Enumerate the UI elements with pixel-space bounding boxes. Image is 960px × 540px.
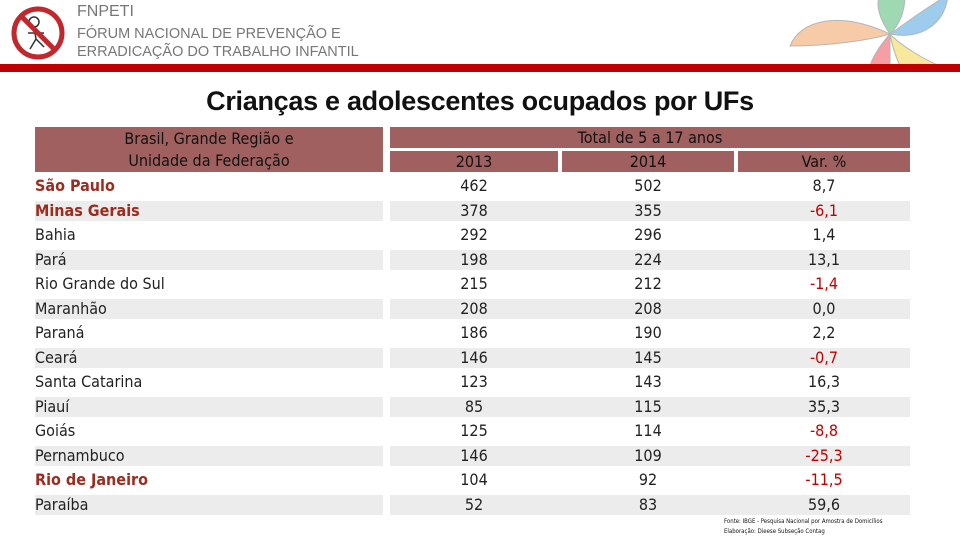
table-row: Santa Catarina 123 143 16,3 [35, 371, 910, 393]
value-var: -8,8 [809, 421, 839, 440]
value-var: -6,1 [809, 200, 839, 220]
org-acronym: FNPETI [77, 3, 134, 20]
row-name: São Paulo [35, 176, 115, 195]
page-title: Crianças e adolescentes ocupados por UFs [206, 86, 754, 116]
row-name: Piauí [35, 396, 70, 416]
value-var: 59,6 [807, 494, 841, 514]
value-2014: 114 [634, 421, 662, 440]
value-var: 2,2 [812, 323, 836, 342]
table-row: Paraná 186 190 2,2 [35, 322, 910, 344]
table-row: Maranhão 208 208 0,0 [35, 298, 910, 320]
org-name-line1: FÓRUM NACIONAL DE PREVENÇÃO E [77, 26, 341, 42]
row-name: Pernambuco [35, 445, 125, 465]
value-var: 35,3 [807, 396, 841, 416]
value-2013: 123 [460, 372, 488, 391]
value-2014: 83 [638, 494, 658, 514]
value-2014: 145 [634, 347, 662, 367]
source-line: Fonte: IBGE - Pesquisa Nacional por Amos… [724, 518, 883, 525]
table-row: Paraíba 52 83 59,6 [35, 494, 910, 516]
row-name: Goiás [35, 421, 76, 440]
column-header-region: Brasil, Grande Região e Unidade da Feder… [35, 127, 383, 172]
row-name: Rio Grande do Sul [35, 274, 165, 293]
column-header-2014: 2014 [562, 151, 734, 172]
table-row: Pará 198 224 13,1 [35, 249, 910, 271]
column-header-2013: 2013 [390, 151, 558, 172]
value-var: 16,3 [807, 372, 841, 391]
value-2013: 208 [460, 298, 488, 318]
value-2014: 190 [634, 323, 662, 342]
row-name: Maranhão [35, 298, 107, 318]
value-2014: 224 [634, 249, 662, 269]
table-row: Minas Gerais 378 355 -6,1 [35, 200, 910, 222]
value-2013: 378 [460, 200, 488, 220]
org-name-line2: ERRADICAÇÃO DO TRABALHO INFANTIL [77, 44, 359, 60]
value-2014: 208 [634, 298, 662, 318]
value-2014: 296 [634, 225, 662, 244]
value-2013: 186 [460, 323, 488, 342]
row-name: Ceará [35, 347, 78, 367]
value-2014: 212 [634, 274, 662, 293]
span-header: Total de 5 a 17 anos [390, 127, 910, 148]
value-2013: 215 [460, 274, 488, 293]
value-var: 13,1 [807, 249, 841, 269]
value-2013: 104 [460, 470, 488, 489]
value-2013: 198 [460, 249, 488, 269]
row-name: Santa Catarina [35, 372, 143, 391]
table-row: Rio Grande do Sul 215 212 -1,4 [35, 273, 910, 295]
value-2013: 52 [464, 494, 484, 514]
pinwheel-logo-icon [789, 0, 948, 66]
value-2013: 125 [460, 421, 488, 440]
value-var: 0,0 [812, 298, 836, 318]
row-name: Paraná [35, 323, 85, 342]
value-var: -25,3 [805, 445, 843, 465]
header-divider [0, 64, 960, 72]
row-name: Rio de Janeiro [35, 470, 148, 489]
table-row: Ceará 146 145 -0,7 [35, 347, 910, 369]
row-name: Paraíba [35, 494, 89, 514]
value-var: 8,7 [812, 176, 836, 195]
value-2014: 109 [634, 445, 662, 465]
value-2013: 146 [460, 347, 488, 367]
table-row: Bahia 292 296 1,4 [35, 224, 910, 246]
row-name: Bahia [35, 225, 76, 244]
value-var: 1,4 [812, 225, 836, 244]
value-2013: 292 [460, 225, 488, 244]
value-2014: 502 [634, 176, 662, 195]
credit-line: Elaboração: Dieese Subseção Contag [724, 528, 825, 535]
value-var: -11,5 [805, 470, 843, 489]
table-row: Rio de Janeiro 104 92 -11,5 [35, 469, 910, 491]
table-row: São Paulo 462 502 8,7 [35, 175, 910, 197]
value-2014: 355 [634, 200, 662, 220]
column-header-region-line2: Unidade da Federação [128, 151, 290, 170]
table-row: Pernambuco 146 109 -25,3 [35, 445, 910, 467]
column-header-region-line1: Brasil, Grande Região e [124, 129, 294, 148]
table-row: Piauí 85 115 35,3 [35, 396, 910, 418]
value-2014: 143 [634, 372, 662, 391]
value-2013: 85 [464, 396, 484, 416]
value-var: -1,4 [809, 274, 839, 293]
value-var: -0,7 [809, 347, 839, 367]
no-child-labor-logo-icon [11, 6, 65, 60]
row-name: Pará [35, 249, 67, 269]
value-2013: 462 [460, 176, 488, 195]
value-2013: 146 [460, 445, 488, 465]
org-name: FÓRUM NACIONAL DE PREVENÇÃO E ERRADICAÇÃ… [77, 25, 359, 61]
column-header-var: Var. % [738, 151, 910, 172]
source-note: Fonte: IBGE - Pesquisa Nacional por Amos… [724, 517, 883, 537]
row-name: Minas Gerais [35, 200, 140, 220]
value-2014: 92 [638, 470, 658, 489]
value-2014: 115 [634, 396, 662, 416]
header: FNPETI FÓRUM NACIONAL DE PREVENÇÃO E ERR… [0, 0, 960, 72]
table-row: Goiás 125 114 -8,8 [35, 420, 910, 442]
